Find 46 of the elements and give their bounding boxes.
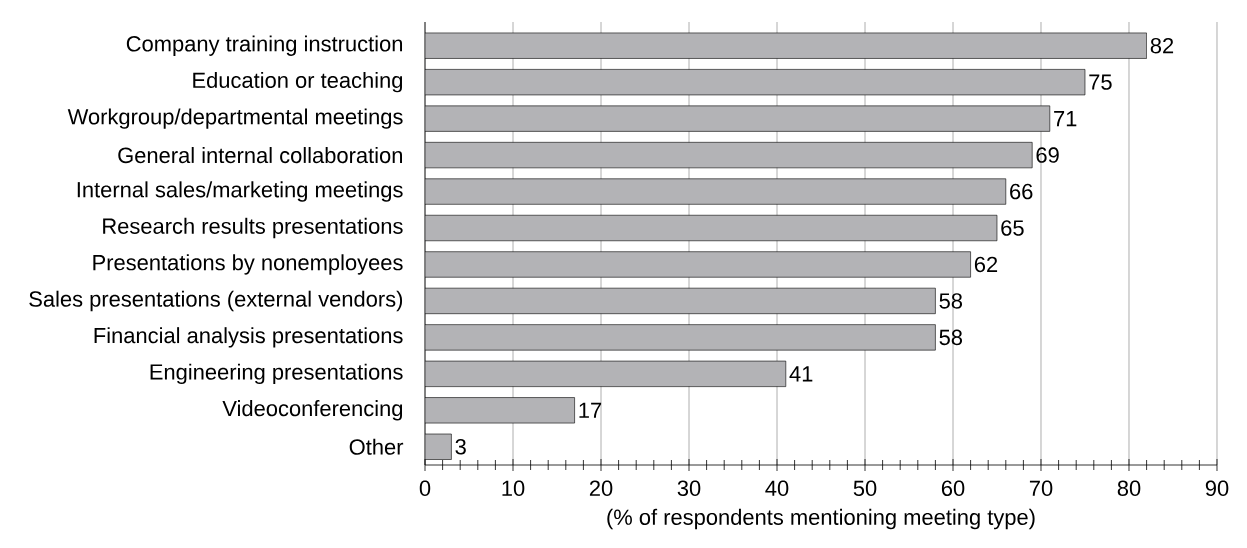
bar: [425, 105, 1051, 132]
x-tick-label: 70: [1029, 480, 1053, 497]
x-tick-label: 30: [677, 480, 701, 497]
data-label: 3: [455, 439, 466, 455]
bar: [425, 178, 1007, 205]
data-label: 41: [789, 366, 813, 382]
y-tick-label: Research results presentations: [103, 217, 403, 239]
data-label: 71: [1054, 111, 1077, 127]
x-axis-title: (% of respondents mentioning meeting type): [607, 508, 1035, 530]
data-label: 17: [579, 402, 602, 418]
y-tick-label: Sales presentations (external vendors): [29, 290, 403, 312]
x-tick-label: 10: [502, 480, 525, 497]
x-tick-label: 0: [419, 480, 431, 497]
data-label: 58: [939, 329, 963, 346]
x-tick-label: 40: [765, 480, 789, 497]
data-label: 82: [1150, 37, 1174, 54]
y-tick-label: General internal collaboration: [118, 147, 402, 164]
bar: [425, 142, 1033, 169]
bar: [425, 360, 787, 387]
y-tick-label: Education or teaching: [193, 71, 403, 93]
x-tick-label: 80: [1117, 480, 1141, 497]
bar: [425, 214, 998, 242]
y-tick-label: Other: [349, 438, 404, 455]
y-tick-label: Videoconferencing: [222, 400, 403, 421]
bar: [425, 32, 1147, 59]
data-label: 66: [1010, 183, 1033, 200]
data-label: 69: [1036, 147, 1059, 163]
bar: [425, 397, 575, 424]
x-tick-label: 90: [1205, 480, 1229, 497]
y-tick-label: Financial analysis presentations: [94, 327, 403, 348]
data-label: 75: [1089, 74, 1112, 90]
x-tick-label: 20: [589, 480, 613, 497]
x-tick-label: 60: [941, 480, 965, 497]
x-tick-label: 50: [853, 480, 877, 497]
data-label: 58: [939, 293, 963, 309]
y-tick-label: Workgroup/departmental meetings: [67, 108, 403, 129]
bar: [425, 69, 1086, 96]
bar: [425, 287, 936, 314]
bar: [425, 324, 936, 351]
y-tick-label: Engineering presentations: [150, 363, 403, 385]
y-tick-label: Presentations by nonemployees: [93, 254, 403, 275]
data-label: 65: [1001, 220, 1024, 236]
y-tick-label: Company training instruction: [126, 35, 403, 56]
bar: [425, 251, 971, 278]
y-tick-label: Internal sales/marketing meetings: [77, 181, 403, 202]
data-label: 62: [974, 256, 998, 273]
